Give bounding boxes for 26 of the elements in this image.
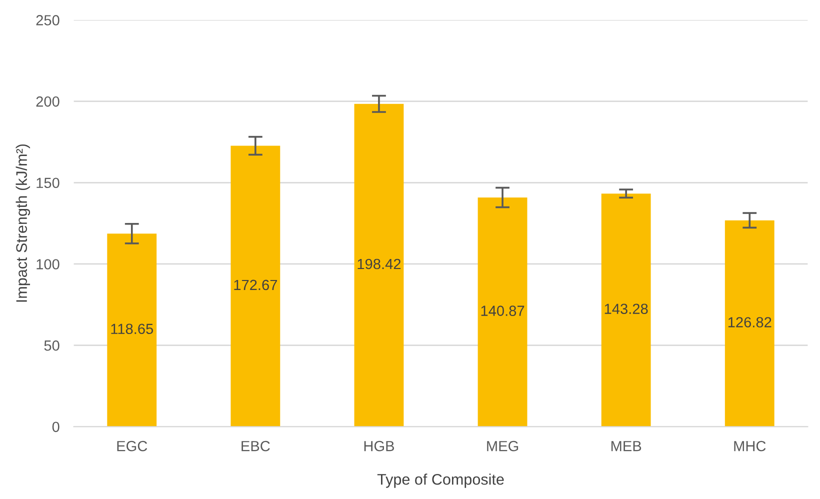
- bar: [354, 104, 404, 427]
- data-label: 140.87: [481, 306, 524, 316]
- data-label: 198.42: [358, 258, 401, 270]
- x-axis-title: Type of Composite: [377, 474, 504, 488]
- data-label: 118.65: [111, 324, 154, 334]
- y-tick-label: 100: [36, 259, 60, 270]
- y-tick-label: 50: [44, 340, 60, 351]
- bar: [107, 234, 157, 427]
- x-tick-label: EBC: [242, 440, 270, 452]
- bar: [601, 194, 651, 427]
- data-label: 143.28: [604, 304, 648, 314]
- y-tick-label: 200: [36, 96, 60, 107]
- bar: [724, 220, 774, 427]
- bar: [230, 146, 280, 427]
- data-label: 172.67: [234, 280, 277, 290]
- x-tick-label: MEG: [487, 440, 518, 452]
- x-tick-label: EGC: [117, 440, 148, 452]
- x-tick-label: MEB: [611, 441, 642, 452]
- x-tick-label: MHC: [734, 440, 766, 452]
- y-tick-label: 0: [52, 422, 60, 432]
- x-tick-label: HGB: [364, 440, 394, 452]
- bar: [478, 197, 528, 427]
- y-tick-label: 250: [36, 15, 60, 26]
- y-tick-label: 150: [36, 178, 60, 188]
- y-axis-title: Impact Strength (kJ/m²): [16, 144, 30, 302]
- data-label: 126.82: [728, 317, 772, 328]
